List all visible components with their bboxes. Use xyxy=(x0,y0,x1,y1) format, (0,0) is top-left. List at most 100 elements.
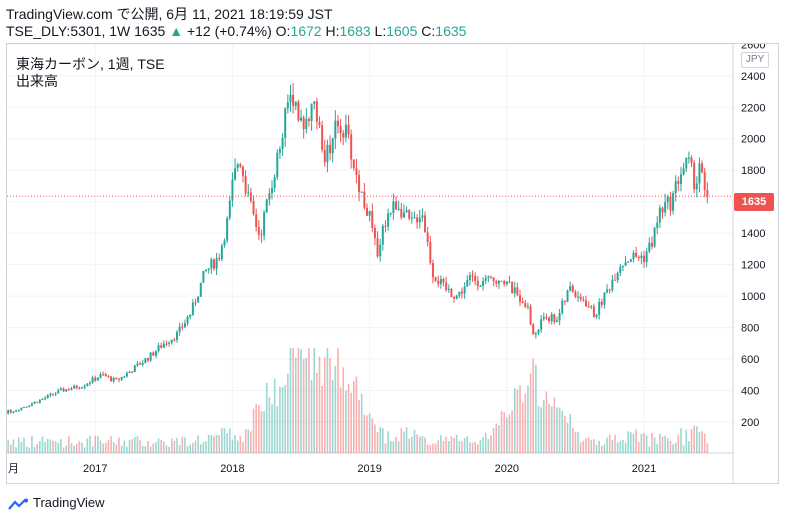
candle-body xyxy=(249,192,252,201)
volume-bar xyxy=(181,436,184,453)
volume-bar xyxy=(46,438,49,453)
volume-bar xyxy=(511,410,513,453)
candle-body xyxy=(648,242,651,252)
volume-bar xyxy=(445,436,447,453)
candle-body xyxy=(57,390,60,394)
volume-bar xyxy=(698,432,701,453)
candle-body xyxy=(7,410,10,414)
volume-bar xyxy=(387,431,389,453)
volume-bar xyxy=(484,432,487,453)
candle-body xyxy=(410,217,413,219)
candle-body xyxy=(331,138,334,154)
candle-body xyxy=(294,101,297,106)
candle-body xyxy=(297,101,300,121)
candle-body xyxy=(30,403,33,406)
volume-bar xyxy=(482,436,484,453)
x-tick-label: 2018 xyxy=(220,463,244,475)
volume-bar xyxy=(624,442,627,453)
candle-body xyxy=(571,286,574,293)
volume-bar xyxy=(632,433,635,453)
volume-bar xyxy=(447,441,450,453)
volume-bar xyxy=(637,442,640,453)
volume-bar xyxy=(397,441,400,453)
candle-body xyxy=(139,363,142,365)
volume-bar xyxy=(535,364,537,453)
high-label: H: xyxy=(325,23,340,39)
y-tick-label: 1000 xyxy=(741,291,765,303)
candle-body xyxy=(197,296,200,303)
volume-bar xyxy=(118,437,120,453)
candle-body xyxy=(104,374,107,377)
candle-body xyxy=(553,314,556,322)
candle-body xyxy=(313,101,316,104)
volume-bar xyxy=(506,417,508,453)
volume-bar xyxy=(463,438,466,453)
candle-body xyxy=(687,157,690,159)
volume-bar xyxy=(189,444,192,453)
candle-body xyxy=(268,193,271,200)
candle-body xyxy=(545,316,548,318)
candle-body xyxy=(323,149,326,163)
volume-bar xyxy=(49,439,52,453)
candle-body xyxy=(344,124,347,138)
volume-bar xyxy=(558,407,561,453)
volume-bar xyxy=(696,426,698,453)
volume-bar xyxy=(316,372,318,453)
volume-bar xyxy=(640,433,643,453)
candle-body xyxy=(94,377,97,381)
volume-bar xyxy=(590,440,593,453)
volume-bar xyxy=(54,441,57,453)
candle-body xyxy=(402,212,405,218)
candle-body xyxy=(207,268,210,270)
chart-frame[interactable]: 2004006008001000120014001600180020002200… xyxy=(6,43,779,484)
candle-body xyxy=(215,258,218,269)
candle-body xyxy=(672,193,675,211)
candle-body xyxy=(616,272,619,281)
volume-bar xyxy=(645,435,648,453)
x-tick-label: 2020 xyxy=(495,463,519,475)
y-tick-label: 2600 xyxy=(741,44,765,51)
volume-bar xyxy=(115,444,118,453)
volume-bar xyxy=(474,442,476,453)
candle-body xyxy=(17,410,20,412)
volume-bar xyxy=(337,348,339,453)
candle-body xyxy=(524,303,527,308)
footer-brand[interactable]: TradingView xyxy=(8,495,105,510)
candle-body xyxy=(165,343,168,345)
volume-bar xyxy=(308,348,310,453)
volume-bar xyxy=(342,367,345,453)
volume-bar xyxy=(17,437,20,453)
candle-body xyxy=(342,133,345,138)
candle-body xyxy=(286,102,289,109)
currency-badge[interactable]: JPY xyxy=(741,52,769,68)
price-chart[interactable]: 2004006008001000120014001600180020002200… xyxy=(7,44,778,483)
volume-bar xyxy=(429,445,432,453)
volume-bar xyxy=(36,443,38,453)
candle-body xyxy=(157,345,160,352)
candle-body xyxy=(205,269,208,271)
volume-bar xyxy=(579,442,582,453)
candle-body xyxy=(595,314,598,317)
volume-bar xyxy=(418,436,421,453)
candle-body xyxy=(400,208,403,218)
legend-volume: 出来高 xyxy=(16,73,58,89)
candle-body xyxy=(445,282,448,291)
volume-bar xyxy=(368,413,371,453)
volume-bar xyxy=(413,429,416,453)
volume-bar xyxy=(355,376,358,453)
volume-bar xyxy=(619,440,622,453)
volume-bar xyxy=(384,443,387,453)
candle-body xyxy=(471,275,474,277)
volume-bar xyxy=(550,406,553,453)
candle-body xyxy=(260,234,263,236)
candle-body xyxy=(160,345,163,348)
candle-body xyxy=(379,244,382,257)
candle-body xyxy=(534,333,537,335)
volume-bar xyxy=(73,445,75,453)
candle-body xyxy=(548,317,551,322)
volume-bar xyxy=(186,446,189,453)
x-tick-label: 2017 xyxy=(83,463,107,475)
candle-body xyxy=(305,119,308,130)
candle-body xyxy=(395,201,398,210)
volume-bar xyxy=(244,429,247,453)
